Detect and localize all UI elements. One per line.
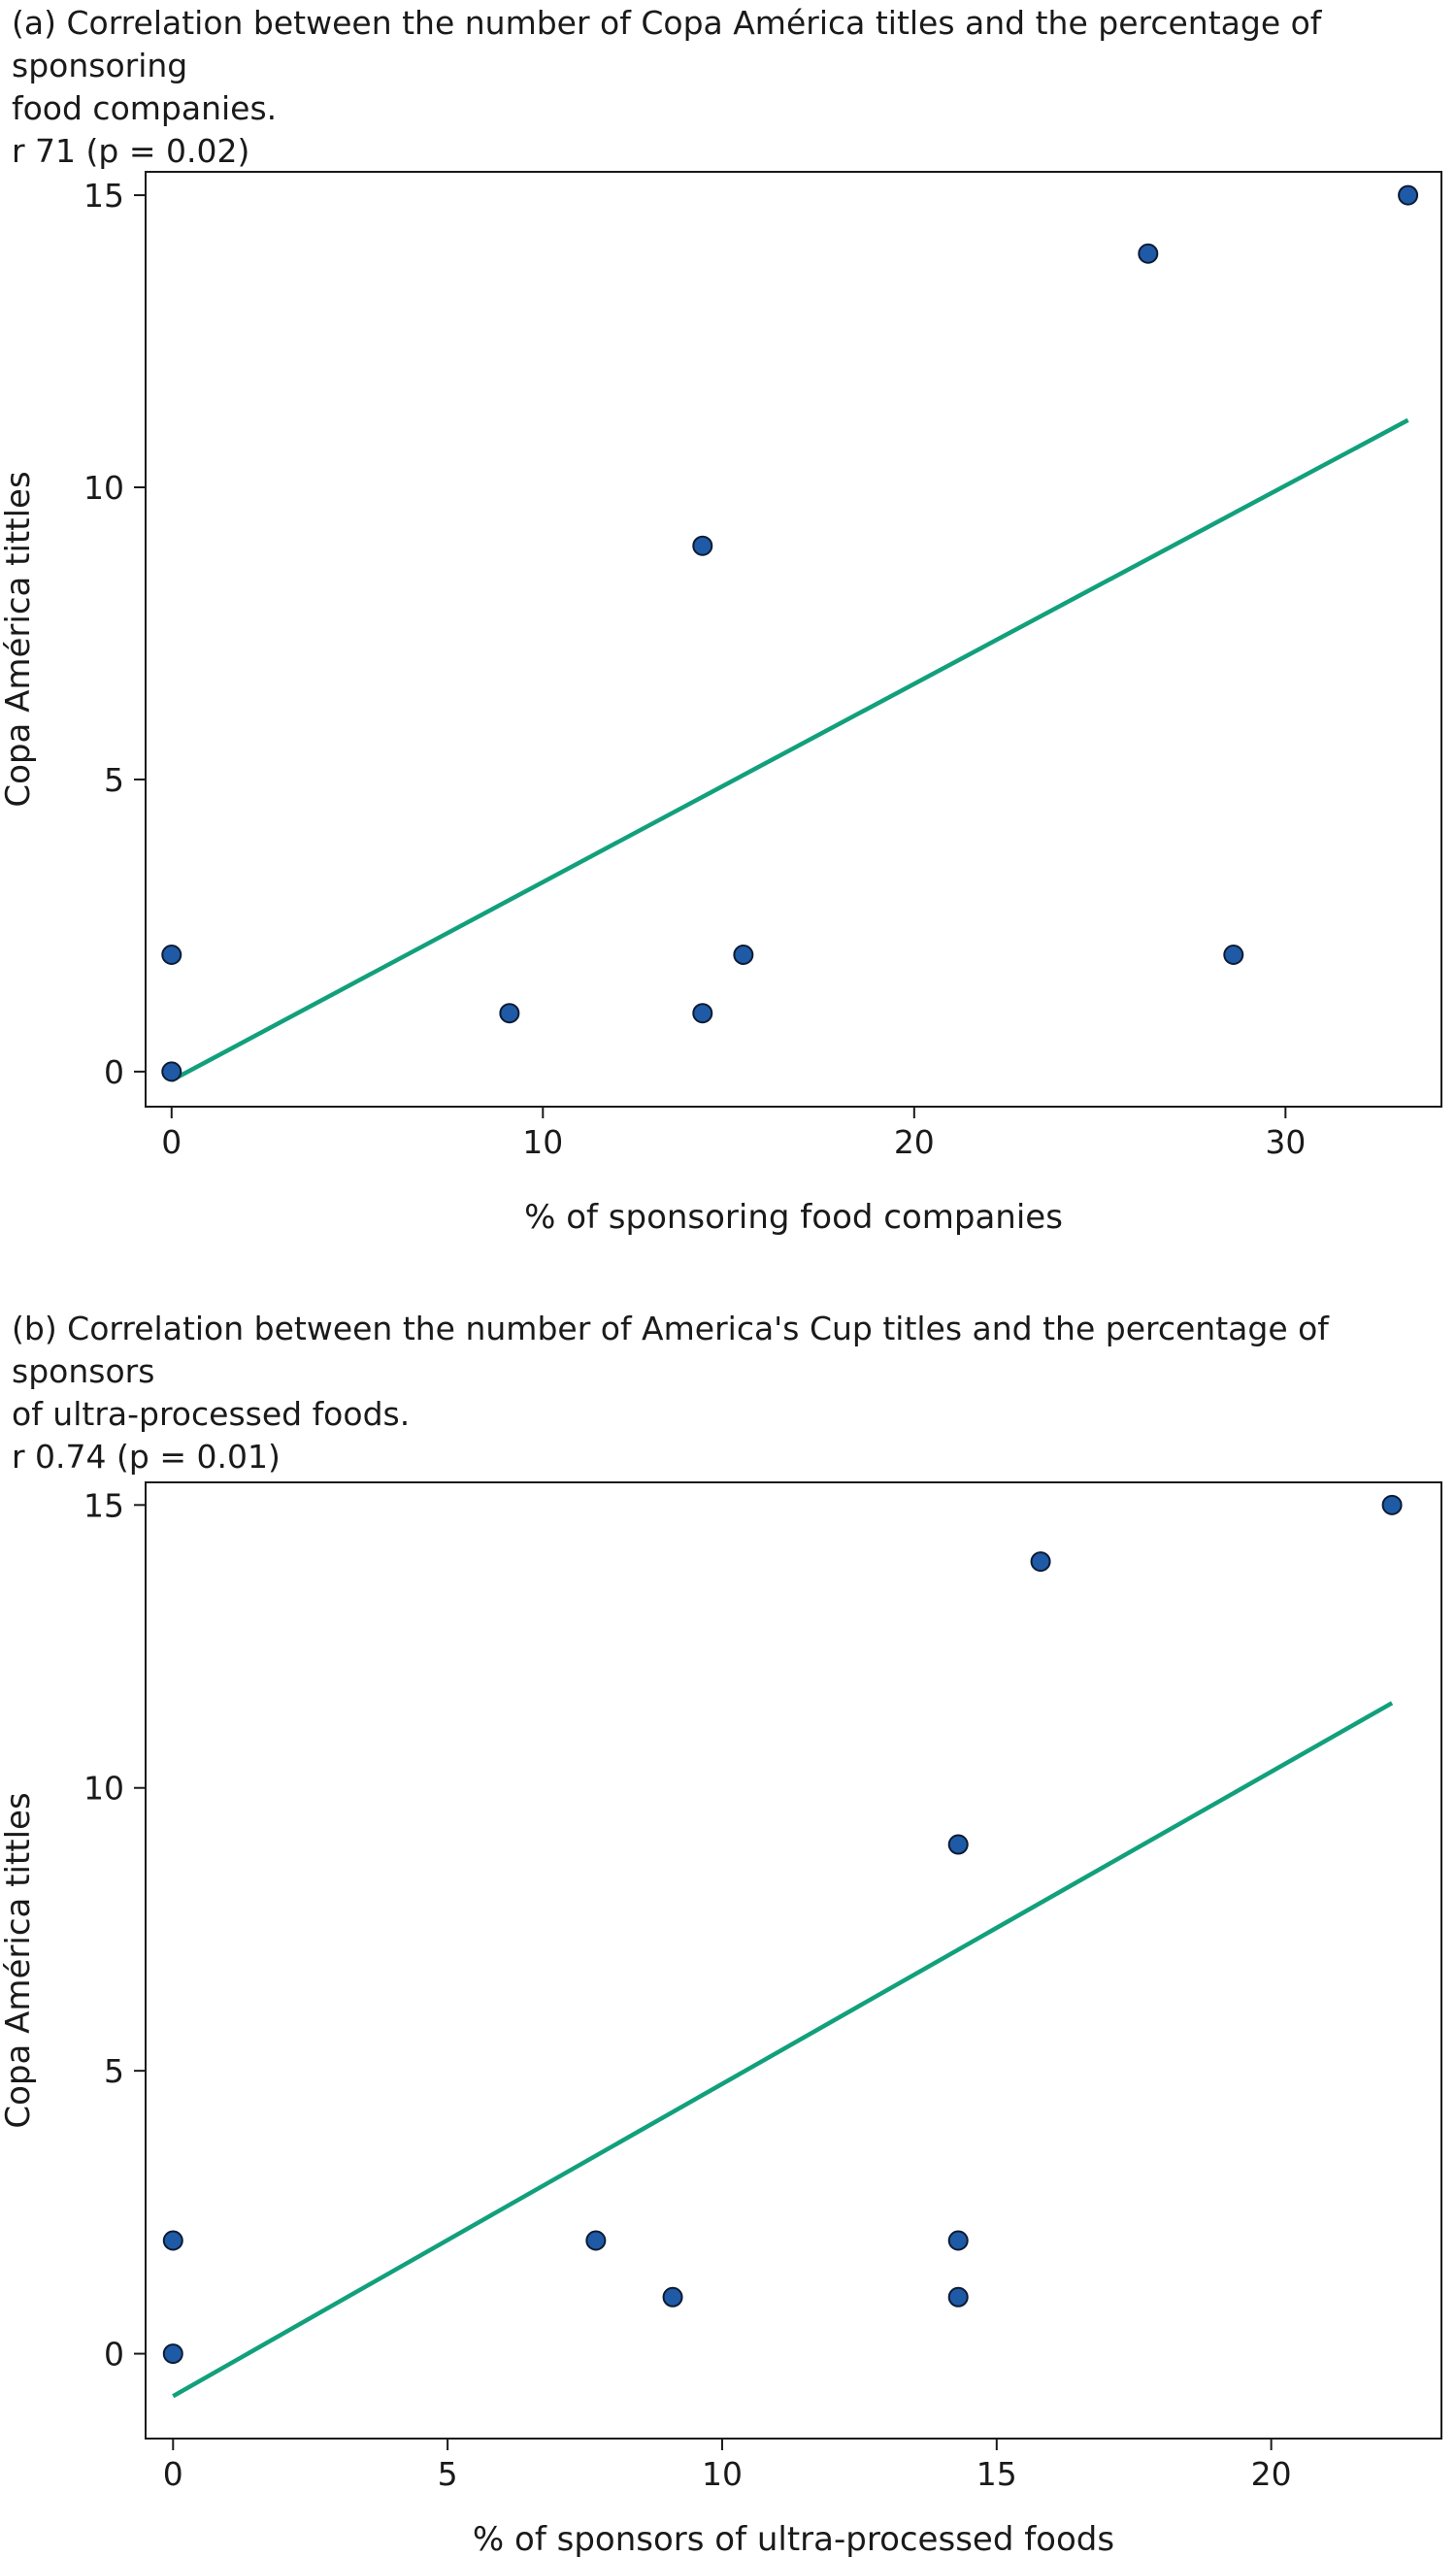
y-axis-label: Copa América tittles bbox=[0, 471, 38, 807]
y-tick-label: 15 bbox=[83, 1486, 124, 1524]
data-point bbox=[692, 535, 713, 556]
x-tick-label: 10 bbox=[522, 1123, 563, 1161]
y-tick-label: 5 bbox=[104, 2052, 124, 2090]
data-point bbox=[161, 945, 182, 966]
x-tick-label: 20 bbox=[894, 1123, 935, 1161]
y-tick-label: 0 bbox=[104, 2336, 124, 2374]
y-tick-label: 5 bbox=[104, 761, 124, 799]
x-axis-label: % of sponsoring food companies bbox=[524, 1198, 1063, 1237]
data-point bbox=[1223, 945, 1244, 966]
chart-caption-line: food companies. bbox=[12, 89, 278, 127]
data-point bbox=[947, 1834, 969, 1855]
data-point bbox=[161, 1061, 182, 1082]
data-point bbox=[1030, 1551, 1051, 1573]
data-point bbox=[1398, 184, 1419, 206]
data-point bbox=[585, 2230, 607, 2251]
x-tick-label: 10 bbox=[702, 2455, 743, 2493]
y-tick-label: 10 bbox=[83, 1770, 124, 1808]
data-point bbox=[662, 2286, 683, 2308]
chart-caption-line: of ultra-processed foods. bbox=[12, 1395, 411, 1433]
chart-caption-line: (a) Correlation between the number of Co… bbox=[12, 4, 1322, 84]
y-tick-label: 10 bbox=[83, 469, 124, 507]
chart-panel-b: (b) Correlation between the number of Am… bbox=[0, 1306, 1456, 2557]
chart-caption-line: r 71 (p = 0.02) bbox=[12, 132, 250, 170]
x-tick-label: 30 bbox=[1265, 1123, 1306, 1161]
data-point bbox=[162, 2230, 183, 2251]
data-point bbox=[162, 2343, 183, 2365]
data-point bbox=[692, 1003, 713, 1024]
x-tick-label: 20 bbox=[1251, 2455, 1292, 2493]
chart-caption: (b) Correlation between the number of Am… bbox=[12, 1308, 1448, 1478]
data-point bbox=[947, 2286, 969, 2308]
x-tick-label: 0 bbox=[163, 2455, 183, 2493]
y-tick-label: 15 bbox=[83, 177, 124, 215]
x-axis-label: % of sponsors of ultra-processed foods bbox=[473, 2520, 1114, 2557]
plot-frame bbox=[145, 171, 1442, 1108]
x-tick-label: 15 bbox=[976, 2455, 1017, 2493]
chart-panel-a: (a) Correlation between the number of Co… bbox=[0, 0, 1456, 1262]
chart-caption-line: (b) Correlation between the number of Am… bbox=[12, 1310, 1329, 1390]
fit-line bbox=[170, 417, 1409, 1082]
data-point bbox=[947, 2230, 969, 2251]
x-tick-label: 5 bbox=[438, 2455, 458, 2493]
fit-line bbox=[172, 1701, 1394, 2399]
chart-caption-line: r 0.74 (p = 0.01) bbox=[12, 1438, 281, 1476]
y-axis-label: Copa América tittles bbox=[0, 1792, 38, 2128]
data-point bbox=[499, 1003, 520, 1024]
scatter-plot-b: 0 5 10 15 20 0 5 10 15 % of sponsors of ultra-pro… bbox=[0, 1481, 1442, 2557]
data-point bbox=[1381, 1494, 1403, 1515]
plot-frame bbox=[145, 1481, 1442, 2440]
data-point bbox=[733, 945, 754, 966]
x-tick-label: 0 bbox=[161, 1123, 182, 1161]
chart-caption: (a) Correlation between the number of Co… bbox=[12, 2, 1448, 173]
y-tick-label: 0 bbox=[104, 1053, 124, 1091]
scatter-plot-a: 0 10 20 30 0 5 10 15 % of sponsoring food compan… bbox=[0, 171, 1442, 1237]
data-point bbox=[1138, 243, 1159, 264]
